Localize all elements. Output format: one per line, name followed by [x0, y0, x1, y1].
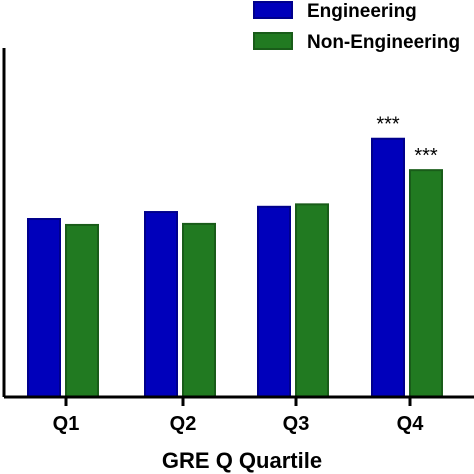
- bars-layer: [27, 137, 443, 399]
- x-tick-label-q4: Q4: [397, 413, 425, 435]
- significance-marker-q4-series-1: ***: [376, 114, 400, 136]
- x-axis-title: GRE Q Quartile: [162, 448, 322, 473]
- significance-marker-q4-series-2: ***: [414, 145, 438, 167]
- bar-q1-series-2: [65, 223, 99, 398]
- bar-q3-series-1: [257, 205, 291, 398]
- bar-q3-series-2: [295, 203, 329, 398]
- bar-q2-series-2: [182, 222, 216, 398]
- bar-q1-series-1: [27, 218, 61, 398]
- legend-label-series-1: Engineering: [307, 1, 417, 22]
- bar-q2-series-1: [144, 211, 178, 398]
- x-ticks-layer: Q1 Q2 Q3 Q4: [53, 397, 425, 435]
- annotations-layer: *** ***: [376, 114, 438, 167]
- legend: Engineering Non-Engineering: [253, 1, 460, 53]
- x-tick-label-q2: Q2: [170, 413, 197, 435]
- legend-label-series-2: Non-Engineering: [307, 32, 460, 53]
- bar-q4-series-2: [409, 169, 443, 398]
- legend-swatch-series-1: [253, 1, 293, 19]
- bar-q4-series-1: [371, 137, 405, 399]
- axes-layer: [2, 48, 474, 399]
- legend-swatch-series-2: [253, 32, 293, 50]
- x-tick-label-q1: Q1: [53, 413, 80, 435]
- x-tick-label-q3: Q3: [283, 413, 310, 435]
